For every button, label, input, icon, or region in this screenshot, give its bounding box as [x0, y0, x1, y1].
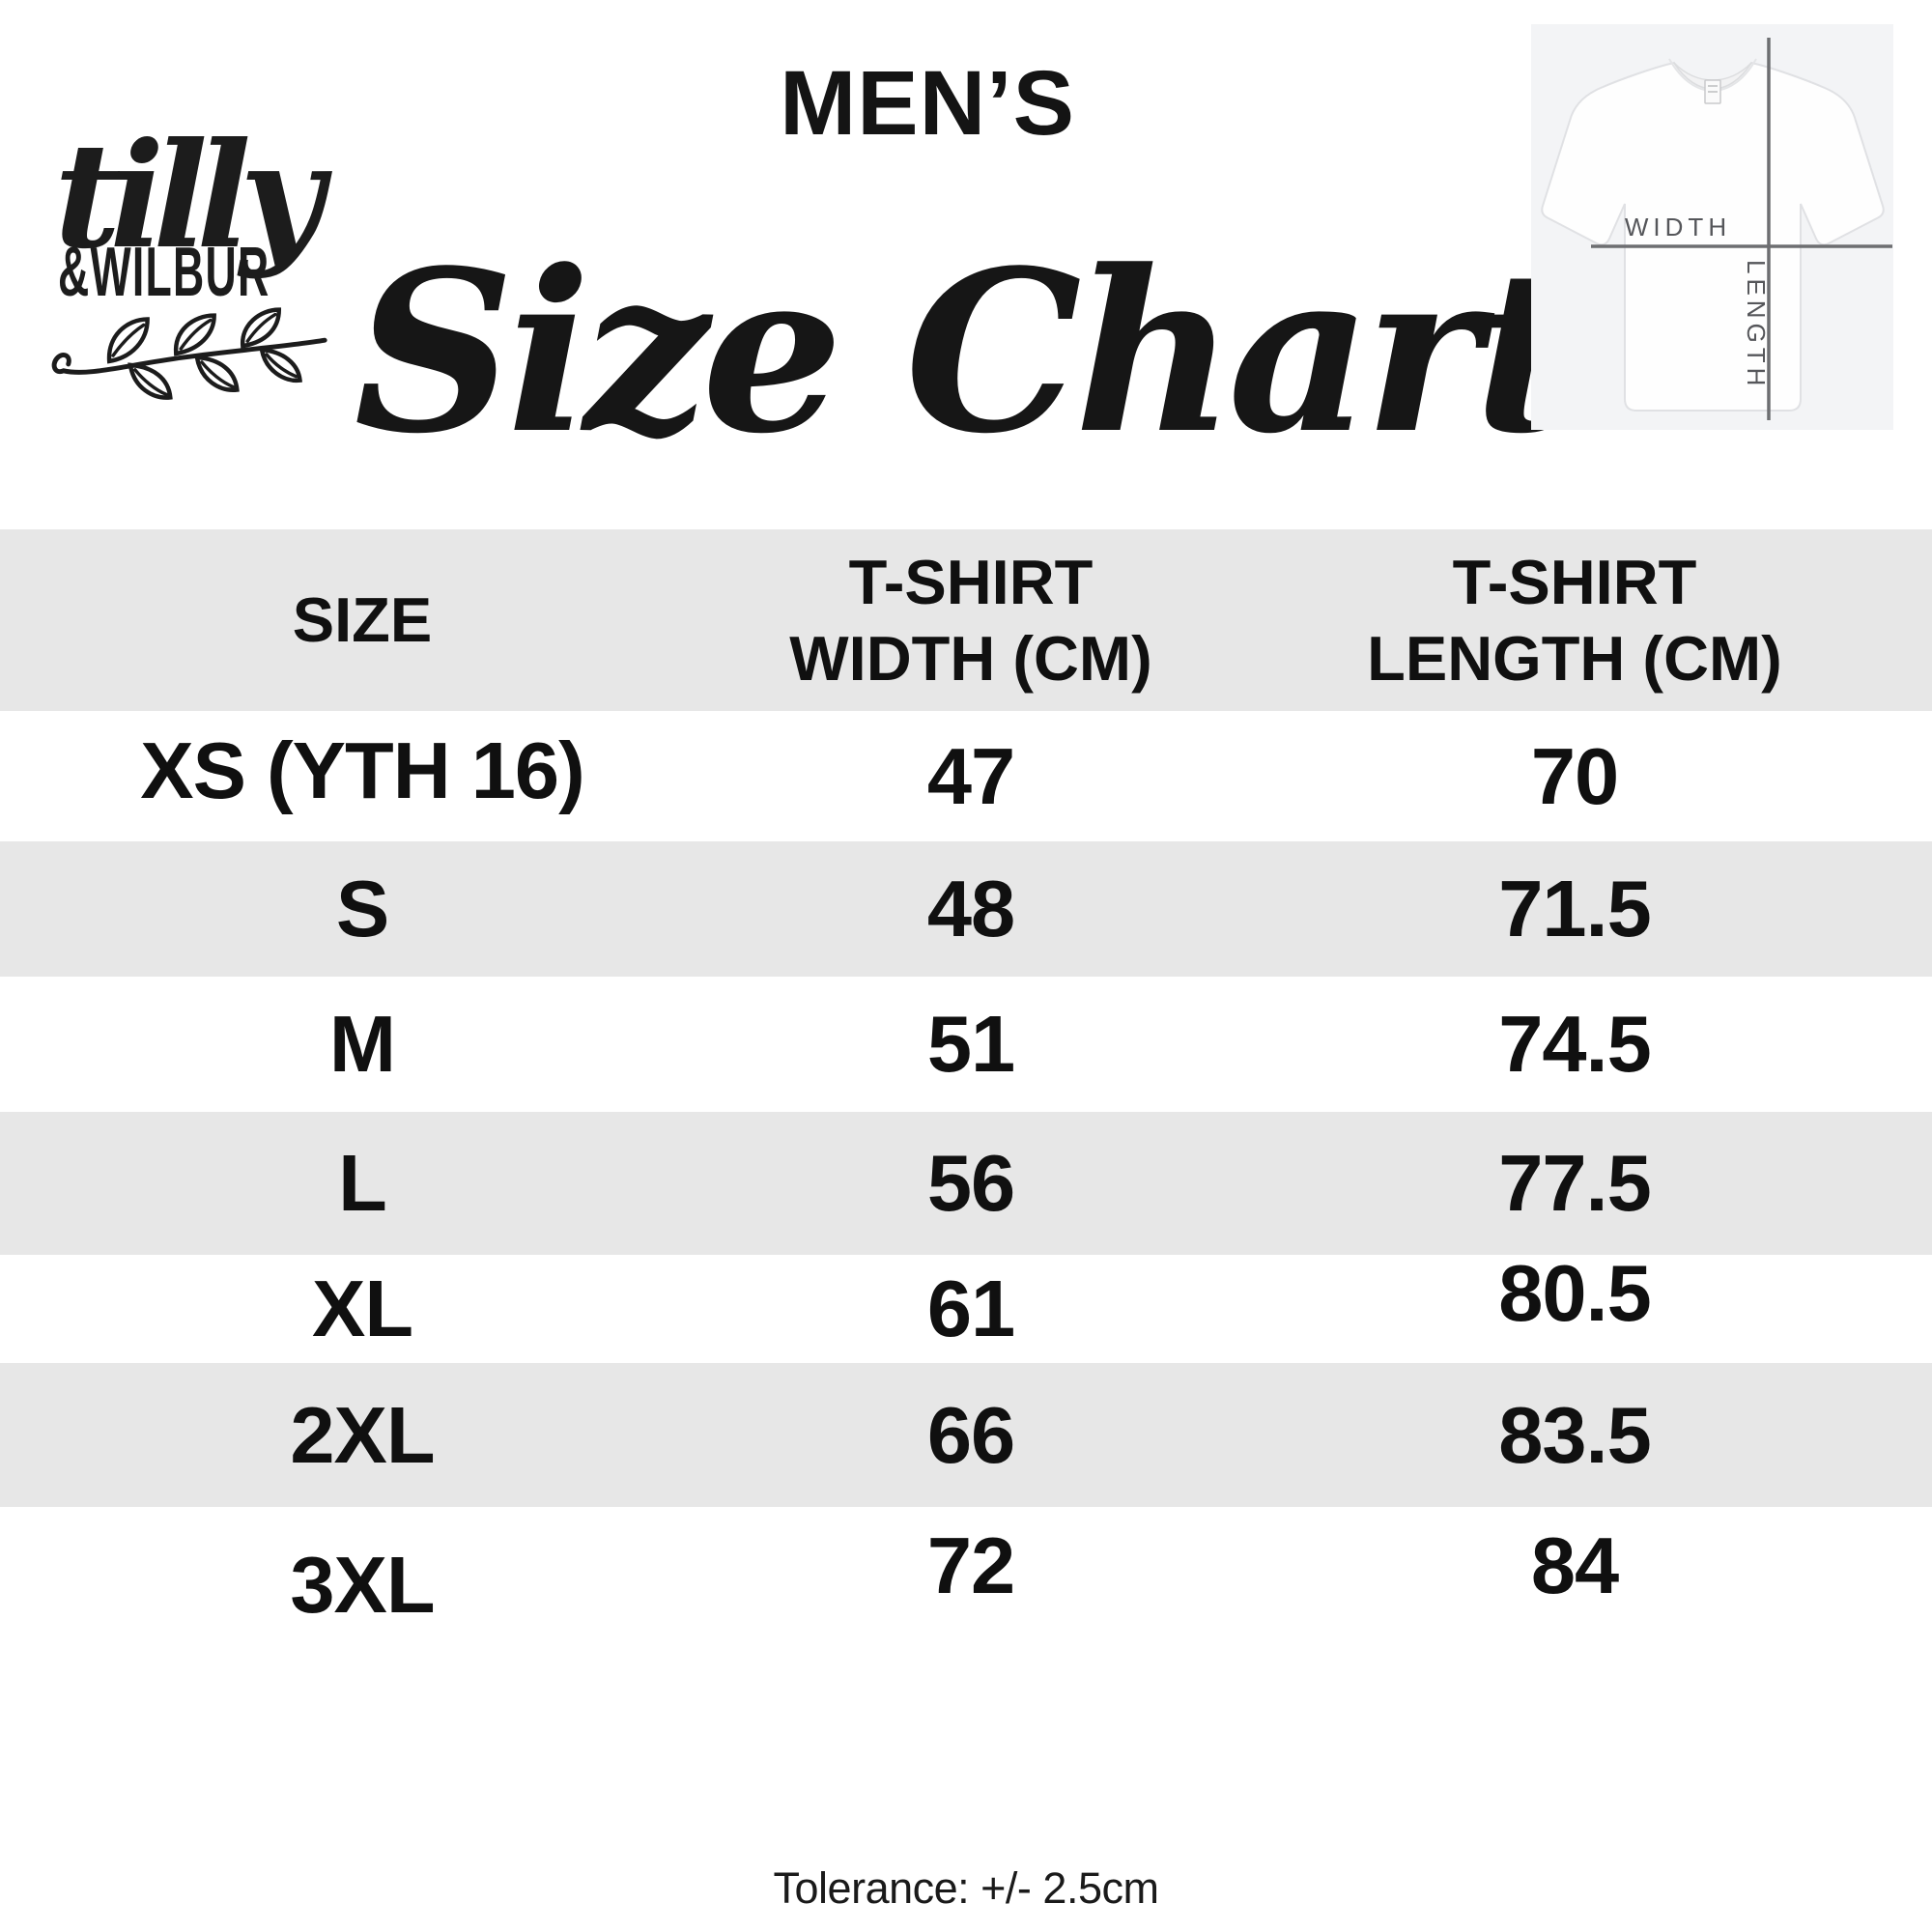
length-label: LENGTH — [1742, 260, 1771, 390]
size-cell: XL — [311, 1264, 413, 1353]
tshirt-body — [1541, 61, 1885, 412]
table-header-row: SIZE T-SHIRT WIDTH (CM) T-SHIRT LENGTH (… — [0, 529, 1932, 711]
page-title: MEN’S — [780, 52, 1075, 155]
size-cell: M — [328, 999, 396, 1089]
tshirt-neck-ribbing — [1673, 62, 1752, 90]
length-cell: 71.5 — [1498, 864, 1652, 953]
length-cell: 80.5 — [1498, 1248, 1652, 1338]
length-cell: 70 — [1530, 730, 1619, 821]
tolerance-note: Tolerance: +/- 2.5cm — [773, 1863, 1159, 1913]
size-cell: L — [338, 1138, 387, 1228]
size-cell: 2XL — [290, 1389, 435, 1480]
size-cell: XS (YTH 16) — [140, 724, 584, 815]
length-cell: 84 — [1530, 1520, 1619, 1610]
size-cell: S — [335, 864, 389, 953]
length-cell: 83.5 — [1498, 1389, 1652, 1480]
table-row: XS (YTH 16) 47 70 — [0, 711, 1932, 841]
length-cell: 77.5 — [1498, 1138, 1652, 1228]
table-row: L 56 77.5 — [0, 1112, 1932, 1255]
measurement-crosshair — [1591, 38, 1892, 420]
table-row: XL 61 80.5 — [0, 1248, 1932, 1363]
brand-name-caps: &WILBUR — [58, 234, 270, 311]
width-cell: 72 — [926, 1520, 1015, 1610]
table-row: M 51 74.5 — [0, 977, 1932, 1112]
tshirt-measurement-diagram: WIDTH LENGTH — [1531, 24, 1893, 430]
column-header-width: T-SHIRT WIDTH (CM) — [789, 546, 1152, 694]
width-cell: 61 — [926, 1264, 1015, 1353]
page-subtitle: Size Chart — [354, 222, 1576, 483]
width-cell: 48 — [926, 864, 1015, 953]
width-cell: 56 — [926, 1138, 1015, 1228]
brand-logo: tilly &WILBUR — [48, 87, 396, 415]
column-header-length: T-SHIRT LENGTH (CM) — [1367, 546, 1782, 694]
size-cell: 3XL — [290, 1540, 435, 1630]
column-header-size: SIZE — [292, 584, 433, 656]
width-cell: 47 — [926, 730, 1015, 821]
table-row: 2XL 66 83.5 — [0, 1363, 1932, 1507]
length-cell: 74.5 — [1498, 999, 1652, 1089]
brand-name-script: tilly — [54, 111, 324, 281]
width-label: WIDTH — [1625, 213, 1731, 242]
width-cell: 66 — [926, 1389, 1015, 1480]
size-table: SIZE T-SHIRT WIDTH (CM) T-SHIRT LENGTH (… — [0, 529, 1932, 1652]
laurel-branch-icon — [51, 307, 327, 400]
table-row: S 48 71.5 — [0, 841, 1932, 977]
table-row: 3XL 72 84 — [0, 1507, 1932, 1652]
width-cell: 51 — [926, 999, 1015, 1089]
